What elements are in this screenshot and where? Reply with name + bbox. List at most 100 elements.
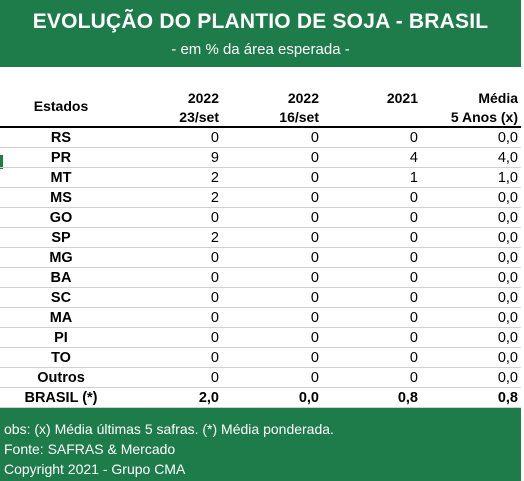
cell-state: MT — [50, 170, 72, 186]
cell-2021: 0 — [409, 270, 418, 286]
right-edge — [521, 0, 524, 481]
cell-2022-16set: 0 — [310, 350, 319, 366]
cell-2021: 0 — [409, 290, 418, 306]
table-row: TO 0 0 0 0,0 — [0, 348, 521, 368]
table-row: PR 9 0 4 4,0 — [0, 148, 521, 168]
header-divider — [0, 126, 521, 128]
cell-2022-23set: 0 — [210, 130, 219, 146]
cell-state: TO — [51, 350, 71, 366]
cell-2021: 0 — [409, 350, 418, 366]
table-row: MT 2 0 1 1,0 — [0, 168, 521, 188]
row-divider — [0, 147, 521, 148]
row-marker — [0, 155, 3, 169]
cell-media-5-anos: 0,0 — [497, 310, 518, 326]
page-title: EVOLUÇÃO DO PLANTIO DE SOJA - BRASIL — [32, 10, 489, 33]
row-divider — [0, 367, 521, 368]
cell-2022-16set: 0 — [310, 290, 319, 306]
cell-2021: 0 — [409, 250, 418, 266]
cell-state: GO — [49, 210, 73, 226]
page-subtitle: - em % da área esperada - — [171, 41, 350, 58]
cell-state: BRASIL (*) — [24, 390, 98, 406]
cell-2021: 0 — [409, 210, 418, 226]
cell-2021: 0 — [409, 330, 418, 346]
cell-media-5-anos: 0,0 — [497, 250, 518, 266]
footer-source: Fonte: SAFRAS & Mercado — [4, 441, 176, 457]
cell-2021: 0,8 — [397, 390, 418, 406]
column-header-media-5-anos: 5 Anos (x) — [450, 109, 518, 125]
cell-2022-23set: 2,0 — [198, 390, 219, 406]
row-divider — [0, 387, 521, 388]
cell-media-5-anos: 0,0 — [497, 210, 518, 226]
cell-2022-16set: 0,0 — [298, 390, 319, 406]
cell-state: BA — [50, 270, 72, 286]
cell-state: MG — [49, 250, 73, 266]
cell-state: SP — [51, 230, 71, 246]
cell-media-5-anos: 0,8 — [497, 390, 518, 406]
cell-2022-23set: 2 — [210, 170, 219, 186]
cell-state: Outros — [37, 370, 85, 386]
cell-2022-16set: 0 — [310, 210, 319, 226]
row-divider — [0, 267, 521, 268]
cell-2022-23set: 9 — [210, 150, 219, 166]
row-divider — [0, 207, 521, 208]
row-divider — [0, 227, 521, 228]
cell-2022-16set: 0 — [310, 230, 319, 246]
footer-copyright: Copyright 2021 - Grupo CMA — [4, 461, 186, 477]
cell-2022-23set: 0 — [210, 250, 219, 266]
row-divider — [0, 247, 521, 248]
cell-media-5-anos: 0,0 — [497, 130, 518, 146]
cell-2021: 0 — [409, 230, 418, 246]
cell-media-5-anos: 0,0 — [497, 370, 518, 386]
column-header-2021: 2021 — [386, 90, 418, 106]
cell-2022-16set: 0 — [310, 370, 319, 386]
cell-2021: 4 — [409, 150, 418, 166]
cell-2022-16set: 0 — [310, 150, 319, 166]
footer-note: obs: (x) Média últimas 5 safras. (*) Méd… — [4, 421, 334, 437]
row-divider — [0, 407, 521, 408]
cell-state: PI — [54, 330, 68, 346]
cell-state: MA — [49, 310, 73, 326]
cell-2021: 0 — [409, 130, 418, 146]
row-divider — [0, 287, 521, 288]
row-divider — [0, 307, 521, 308]
cell-2022-23set: 2 — [210, 230, 219, 246]
cell-state: SC — [50, 290, 72, 306]
cell-state: PR — [50, 150, 72, 166]
cell-2021: 1 — [409, 170, 418, 186]
cell-2022-23set: 0 — [210, 330, 219, 346]
table-row: MA 0 0 0 0,0 — [0, 308, 521, 328]
cell-media-5-anos: 0,0 — [497, 350, 518, 366]
column-header-2022-16set-date: 16/set — [279, 109, 319, 125]
table-row: Outros 0 0 0 0,0 — [0, 368, 521, 388]
cell-media-5-anos: 0,0 — [497, 330, 518, 346]
table-header-banner: EVOLUÇÃO DO PLANTIO DE SOJA - BRASIL - e… — [0, 0, 521, 67]
cell-2022-23set: 0 — [210, 210, 219, 226]
cell-media-5-anos: 1,0 — [497, 170, 518, 186]
cell-2022-23set: 2 — [210, 190, 219, 206]
cell-2022-16set: 0 — [310, 170, 319, 186]
table-row: MG 0 0 0 0,0 — [0, 248, 521, 268]
cell-2022-23set: 0 — [210, 370, 219, 386]
cell-state: RS — [50, 130, 72, 146]
row-divider — [0, 187, 521, 188]
cell-2022-23set: 0 — [210, 290, 219, 306]
cell-media-5-anos: 0,0 — [497, 230, 518, 246]
table-row: PI 0 0 0 0,0 — [0, 328, 521, 348]
cell-2022-16set: 0 — [310, 270, 319, 286]
row-divider — [0, 347, 521, 348]
table-total-row: BRASIL (*) 2,0 0,0 0,8 0,8 — [0, 388, 521, 408]
cell-media-5-anos: 0,0 — [497, 270, 518, 286]
column-header-2022-23set-date: 23/set — [179, 109, 219, 125]
cell-state: MS — [50, 190, 72, 206]
cell-2022-16set: 0 — [310, 310, 319, 326]
table-row: BA 0 0 0 0,0 — [0, 268, 521, 288]
cell-2021: 0 — [409, 190, 418, 206]
cell-2022-23set: 0 — [210, 310, 219, 326]
column-header-2022-23set-year: 2022 — [187, 90, 219, 106]
table-row: GO 0 0 0 0,0 — [0, 208, 521, 228]
cell-media-5-anos: 4,0 — [497, 150, 518, 166]
cell-2022-23set: 0 — [210, 350, 219, 366]
table-row: MS 2 0 0 0,0 — [0, 188, 521, 208]
row-divider — [0, 167, 521, 168]
table-footer: obs: (x) Média últimas 5 safras. (*) Méd… — [0, 408, 521, 481]
